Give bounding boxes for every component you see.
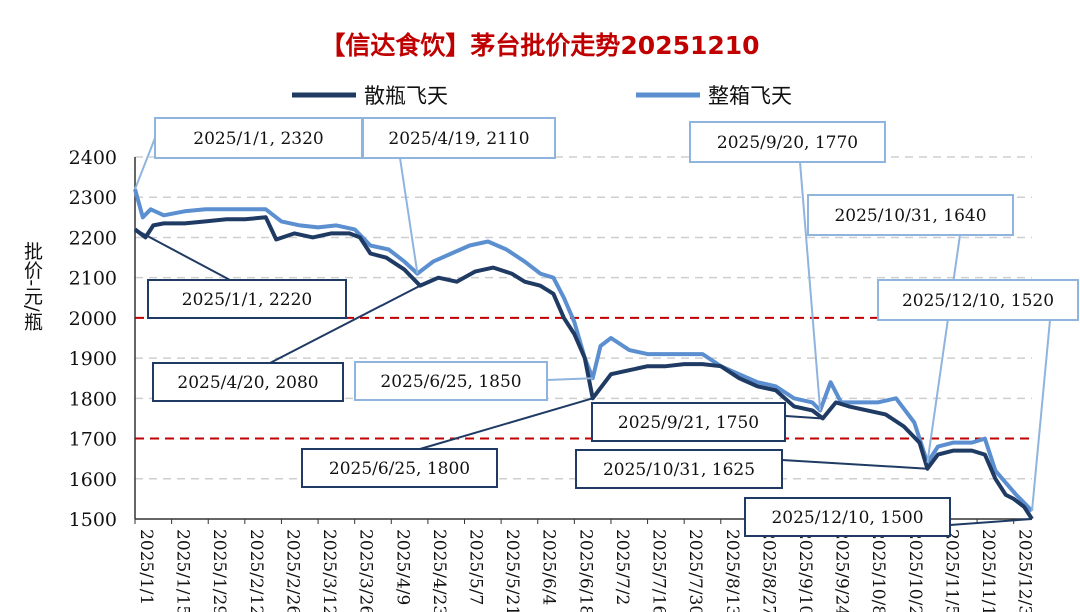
callout-box — [301, 448, 498, 488]
callout-box — [354, 361, 548, 401]
callout: 2025/9/21, 1750 — [591, 402, 823, 442]
callout-label: 2025/9/20, 1770 — [717, 133, 858, 153]
callout-box — [154, 117, 363, 159]
callout-box — [591, 402, 786, 442]
x-tick-label: 2025/1/15 — [173, 529, 193, 612]
callout-leader — [781, 459, 928, 470]
callout-leader — [949, 518, 1033, 526]
x-tick-label: 2025/10/8 — [868, 529, 888, 612]
callout: 2025/12/10, 1520 — [877, 279, 1079, 512]
callout-box — [147, 279, 347, 319]
callout-box — [362, 117, 556, 159]
callout-leader — [546, 377, 593, 381]
x-tick-label: 2025/3/26 — [356, 529, 376, 612]
callout: 2025/10/31, 1640 — [807, 194, 1014, 463]
callout-leader — [799, 161, 822, 411]
callout-leader — [1031, 319, 1051, 512]
x-tick-label: 2025/3/12 — [319, 529, 339, 612]
callout: 2025/6/25, 1850 — [354, 361, 593, 401]
y-axis-label: 批价-元/瓶 — [21, 241, 43, 331]
x-tick-label: 2025/6/18 — [575, 529, 595, 612]
y-tick-label: 1700 — [69, 429, 117, 451]
callout-label: 2025/1/1, 2320 — [193, 129, 323, 149]
x-tick-label: 2025/4/9 — [392, 529, 412, 605]
y-tick-label: 2400 — [69, 147, 117, 169]
callout-leader — [134, 137, 156, 190]
callout-box — [152, 362, 344, 402]
callout-leader — [134, 228, 231, 281]
y-tick-label: 2200 — [69, 227, 117, 249]
callout-leader — [269, 284, 421, 364]
x-tick-label: 2025/1/1 — [136, 529, 156, 605]
callout: 2025/6/25, 1800 — [301, 397, 593, 488]
callout-label: 2025/10/31, 1640 — [834, 206, 986, 226]
callout-label: 2025/10/31, 1625 — [603, 460, 755, 480]
x-tick-label: 2025/4/23 — [429, 529, 449, 612]
callout-leader — [399, 157, 419, 274]
chart-title: 【信达食饮】茅台批价走势20251210 — [320, 31, 759, 60]
x-tick-label: 2025/11/19 — [978, 529, 998, 612]
y-tick-label: 2000 — [69, 308, 117, 330]
callout: 2025/4/19, 2110 — [362, 117, 556, 274]
callout-label: 2025/4/19, 2110 — [388, 129, 529, 149]
y-tick-label: 1600 — [69, 469, 117, 491]
callout-box — [807, 194, 1014, 236]
x-tick-label: 2025/9/10 — [795, 529, 815, 612]
callout: 2025/4/20, 2080 — [152, 284, 421, 402]
x-tick-label: 2025/2/12 — [246, 529, 266, 612]
callout-leader — [926, 234, 961, 463]
x-tick-label: 2025/10/22 — [905, 529, 925, 612]
callout-label: 2025/1/1, 2220 — [182, 290, 312, 310]
legend-label-1: 散瓶飞天 — [364, 84, 448, 108]
callout-box — [877, 279, 1079, 321]
callout: 2025/1/1, 2320 — [134, 117, 363, 190]
y-tick-label: 1500 — [69, 509, 117, 531]
callout-leader — [419, 397, 593, 450]
x-tick-label: 2025/5/21 — [502, 529, 522, 612]
callout-label: 2025/6/25, 1850 — [380, 372, 521, 392]
series-line-2 — [133, 188, 1034, 513]
callout-box — [575, 449, 783, 489]
callout-label: 2025/12/10, 1500 — [771, 508, 923, 528]
x-tick-label: 2025/5/7 — [466, 529, 486, 605]
x-tick-label: 2025/1/29 — [209, 529, 229, 612]
y-tick-label: 2300 — [69, 187, 117, 209]
callout-box — [744, 497, 951, 537]
x-tick-label: 2025/2/26 — [282, 529, 302, 612]
x-tick-label: 2025/9/24 — [832, 529, 852, 612]
callout: 2025/1/1, 2220 — [134, 228, 347, 319]
callout: 2025/9/20, 1770 — [689, 121, 886, 411]
callout-label: 2025/12/10, 1520 — [902, 291, 1054, 311]
x-tick-label: 2025/6/4 — [539, 529, 559, 605]
x-tick-label: 2025/7/2 — [612, 529, 632, 605]
x-tick-label: 2025/12/3 — [1015, 529, 1035, 612]
y-tick-label: 2100 — [69, 268, 117, 290]
y-tick-label: 1800 — [69, 388, 117, 410]
x-tick-label: 2025/8/27 — [758, 529, 778, 612]
callout-label: 2025/9/21, 1750 — [618, 413, 759, 433]
x-tick-label: 2025/11/5 — [941, 529, 961, 612]
callout: 2025/10/31, 1625 — [575, 449, 928, 489]
legend-label-2: 整箱飞天 — [708, 84, 792, 108]
callout-label: 2025/4/20, 2080 — [177, 373, 318, 393]
y-tick-label: 1900 — [69, 348, 117, 370]
callout-label: 2025/6/25, 1800 — [329, 459, 470, 479]
x-tick-label: 2025/7/30 — [685, 529, 705, 612]
callout: 2025/12/10, 1500 — [744, 497, 1033, 537]
x-tick-label: 2025/7/16 — [649, 529, 669, 612]
x-tick-label: 2025/8/13 — [722, 529, 742, 612]
callout-box — [689, 121, 886, 163]
